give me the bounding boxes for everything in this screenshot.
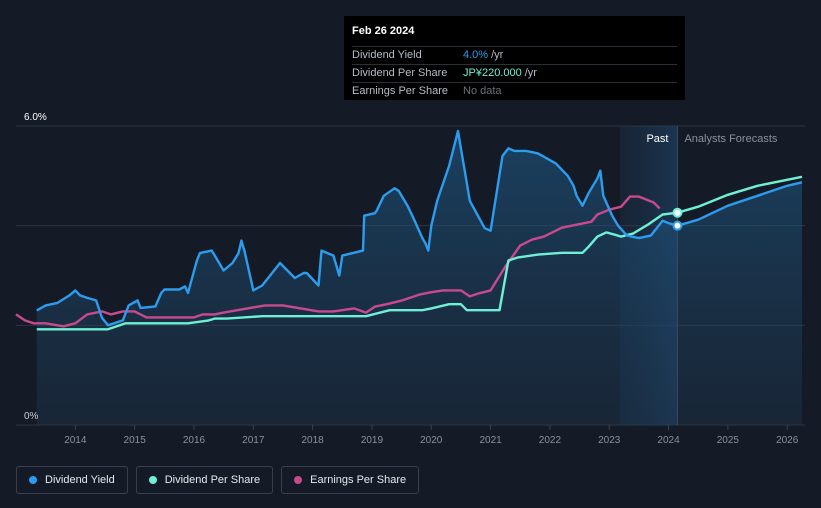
x-axis-ticks: 2014 2015 2016 2017 2018 2019 2020 2021 2022 2023…: [64, 425, 799, 446]
tooltip-unit: /yr: [491, 49, 504, 61]
tooltip-label: Dividend Per Share: [352, 67, 448, 79]
x-tick-label: 2020: [420, 435, 443, 446]
legend-label: Dividend Per Share: [164, 474, 261, 486]
tooltip-row-dividend-yield: Dividend Yield 4.0% /yr: [352, 46, 677, 64]
tooltip-label: Dividend Yield: [352, 49, 422, 61]
earnings-per-share-line: [15, 195, 661, 328]
x-tick-label: 2026: [776, 435, 799, 446]
past-label: Past: [646, 133, 668, 145]
tooltip-unit: /yr: [524, 67, 537, 79]
x-tick-label: 2016: [183, 435, 206, 446]
legend-label: Earnings Per Share: [310, 474, 407, 486]
x-tick-label: 2021: [479, 435, 502, 446]
x-tick-label: 2023: [598, 435, 621, 446]
dividend-yield-area: [36, 131, 803, 425]
tooltip-row-dividend-per-share: Dividend Per Share JP¥220.000 /yr: [352, 64, 677, 82]
tooltip-value: No data: [463, 85, 502, 97]
marker-yield: [672, 220, 683, 231]
legend-earnings-per-share[interactable]: Earnings Per Share: [281, 466, 420, 494]
x-tick-label: 2022: [539, 435, 562, 446]
legend-dividend-yield[interactable]: Dividend Yield: [16, 466, 128, 494]
tooltip-label: Earnings Per Share: [352, 85, 448, 97]
tooltip-value: JP¥220.000: [463, 67, 522, 79]
legend-dot-icon: [294, 476, 303, 484]
legend-label: Dividend Yield: [45, 474, 115, 486]
tooltip-value: 4.0%: [463, 49, 489, 61]
legend-dividend-per-share[interactable]: Dividend Per Share: [135, 466, 274, 494]
legend-dot-icon: [29, 476, 37, 484]
x-tick-label: 2024: [657, 435, 680, 446]
y-axis-ticks: 6.0% 0%: [24, 112, 47, 422]
x-tick-label: 2025: [717, 435, 740, 446]
tooltip-row-earnings-per-share: Earnings Per Share No data: [352, 82, 677, 100]
x-tick-label: 2014: [64, 435, 87, 446]
y-tick-label: 0%: [24, 411, 39, 422]
y-tick-label: 6.0%: [24, 112, 47, 123]
x-tick-label: 2017: [242, 435, 265, 446]
tooltip-markers: [672, 207, 683, 231]
dividend-yield-line: [36, 129, 803, 327]
tooltip-date: Feb 26 2024: [352, 25, 415, 37]
x-tick-label: 2019: [361, 435, 384, 446]
marker-dps: [672, 207, 683, 218]
x-tick-label: 2018: [301, 435, 324, 446]
legend-dot-icon: [148, 476, 157, 484]
x-tick-label: 2015: [124, 435, 147, 446]
dividend-per-share-line: [36, 175, 803, 331]
analysts-forecasts-label: Analysts Forecasts: [684, 133, 777, 145]
chart-tooltip: Feb 26 2024 Dividend Yield 4.0% /yr Divi…: [344, 16, 685, 100]
chart-legend: Dividend Yield Dividend Per Share Earnin…: [16, 466, 420, 494]
